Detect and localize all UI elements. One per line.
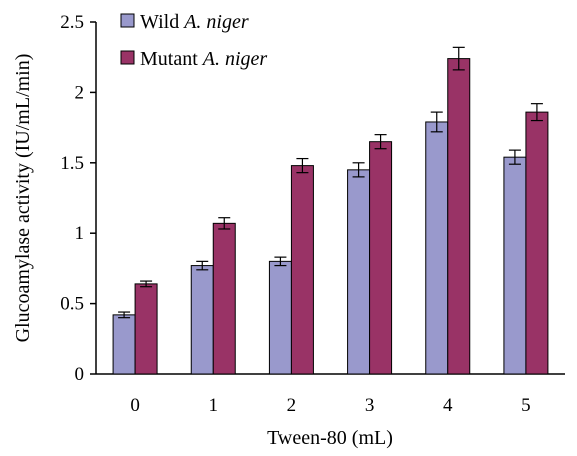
legend-label-wild: Wild A. niger [140, 11, 249, 33]
bar-mutant-3 [369, 141, 393, 375]
bar-wild-4 [425, 121, 449, 375]
x-tick-label: 2 [287, 395, 297, 416]
bar-wild-0 [112, 314, 136, 375]
bar-wild-3 [347, 169, 371, 375]
x-tick-label: 5 [521, 395, 531, 416]
bar-mutant-0 [134, 283, 158, 375]
error-bar-wild-0 [118, 311, 131, 319]
error-bars [118, 46, 543, 319]
y-ticks: 0 0.5 1 1.5 2 2.5 [60, 12, 96, 385]
bar-mutant-2 [290, 165, 314, 375]
error-bar-mutant-4 [452, 46, 465, 71]
error-bar-wild-2 [274, 256, 287, 267]
bar-wild-1 [190, 265, 214, 375]
y-tick-label: 2 [75, 82, 85, 103]
y-tick-label: 1 [75, 223, 85, 244]
legend-swatch-mutant [120, 50, 135, 65]
bar-wild-5 [503, 156, 527, 375]
x-ticks: 0 1 2 3 4 5 [130, 395, 530, 416]
error-bar-wild-5 [508, 149, 521, 165]
error-bar-mutant-5 [530, 103, 543, 122]
error-bar-wild-3 [352, 162, 365, 178]
legend: Wild A. niger Mutant A. niger [120, 11, 267, 70]
legend-label-mutant: Mutant A. niger [140, 48, 267, 70]
bar-mutant-5 [525, 111, 549, 375]
error-bar-mutant-3 [374, 134, 387, 150]
y-tick-label: 1.5 [60, 153, 84, 174]
y-tick-label: 2.5 [60, 12, 84, 33]
error-bar-mutant-1 [218, 217, 231, 230]
x-tick-label: 1 [209, 395, 219, 416]
y-tick-label: 0 [75, 364, 85, 385]
bar-mutant-4 [447, 58, 471, 375]
error-bar-wild-4 [430, 111, 443, 133]
y-tick-label: 0.5 [60, 294, 84, 315]
bar-mutant-1 [212, 222, 236, 375]
x-tick-label: 4 [443, 395, 453, 416]
x-tick-label: 0 [130, 395, 140, 416]
legend-swatch-wild [120, 13, 135, 28]
error-bar-mutant-2 [296, 157, 309, 174]
error-bar-mutant-0 [140, 280, 153, 288]
x-tick-label: 3 [365, 395, 375, 416]
error-bar-wild-1 [196, 260, 209, 271]
axes [95, 22, 565, 375]
x-axis-title: Tween-80 (mL) [267, 427, 393, 449]
bars [112, 58, 549, 375]
y-axis-title: Glucoamylase activity (IU/mL/min) [12, 54, 34, 343]
bar-wild-2 [268, 260, 292, 375]
